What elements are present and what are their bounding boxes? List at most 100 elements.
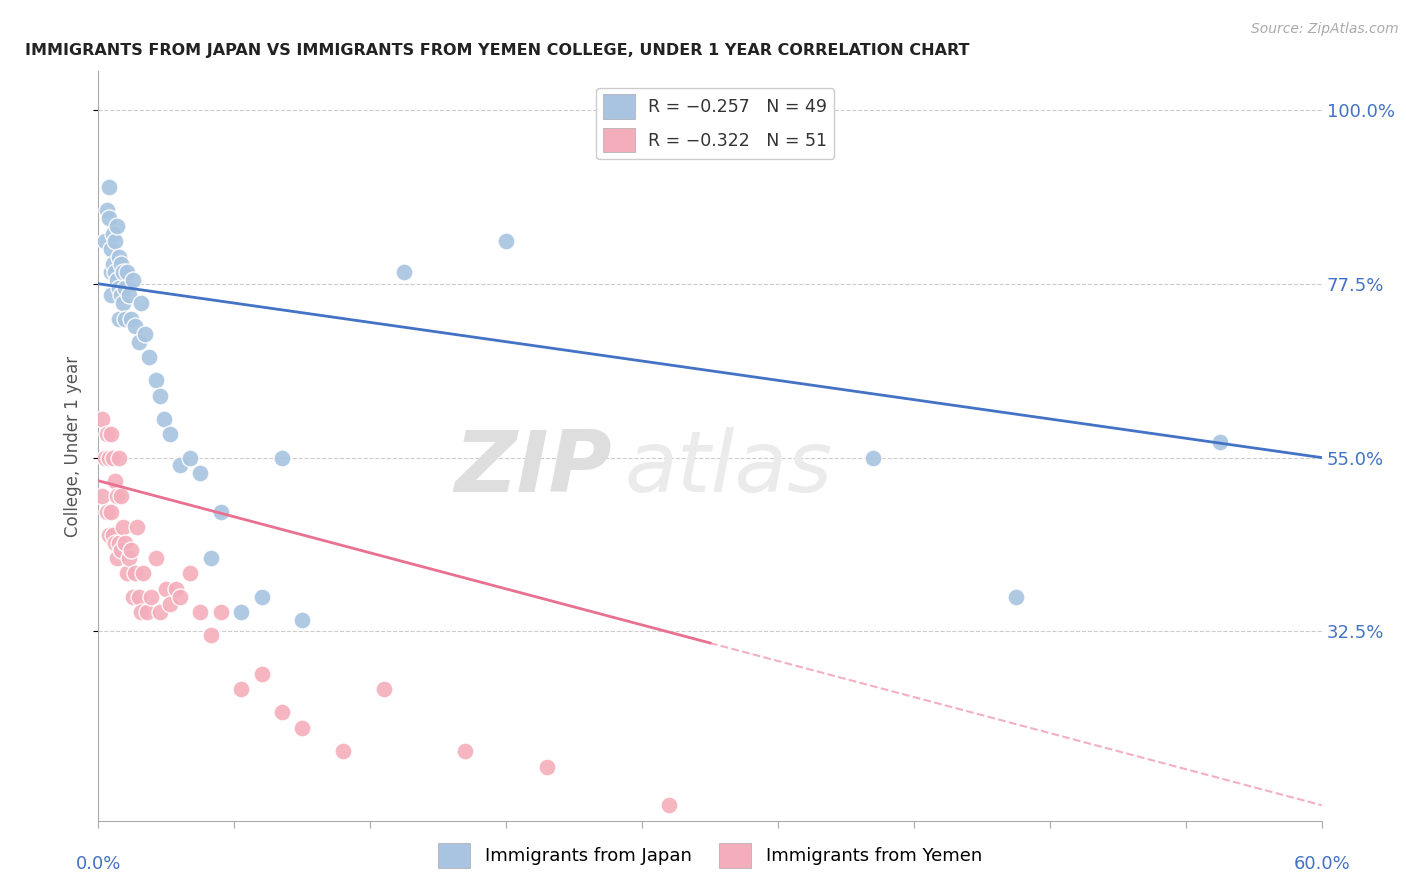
Y-axis label: College, Under 1 year: College, Under 1 year xyxy=(65,355,83,537)
Point xyxy=(332,744,354,758)
Point xyxy=(149,389,172,403)
Point xyxy=(179,450,201,465)
Text: IMMIGRANTS FROM JAPAN VS IMMIGRANTS FROM YEMEN COLLEGE, UNDER 1 YEAR CORRELATION: IMMIGRANTS FROM JAPAN VS IMMIGRANTS FROM… xyxy=(25,43,970,58)
Point xyxy=(114,535,136,549)
Point xyxy=(118,551,141,566)
Point xyxy=(231,605,253,619)
Point xyxy=(114,280,136,294)
Point xyxy=(149,605,172,619)
Point xyxy=(373,682,395,697)
Point xyxy=(93,450,115,465)
Point xyxy=(658,798,681,813)
Text: atlas: atlas xyxy=(624,427,832,510)
Point xyxy=(111,296,134,310)
Point xyxy=(250,590,273,604)
Point xyxy=(96,203,118,218)
Point xyxy=(115,265,138,279)
Point xyxy=(91,489,114,503)
Point xyxy=(118,288,141,302)
Point xyxy=(122,273,145,287)
Point xyxy=(124,566,146,581)
Point xyxy=(536,759,558,773)
Point xyxy=(105,273,128,287)
Point xyxy=(101,450,124,465)
Text: ZIP: ZIP xyxy=(454,427,612,510)
Point xyxy=(91,412,114,426)
Point xyxy=(97,211,120,226)
Point xyxy=(108,535,131,549)
Text: Source: ZipAtlas.com: Source: ZipAtlas.com xyxy=(1251,22,1399,37)
Point xyxy=(100,242,122,256)
Point xyxy=(101,257,124,271)
Point xyxy=(132,566,155,581)
Point xyxy=(155,582,177,596)
Point xyxy=(129,296,152,310)
Point xyxy=(200,551,222,566)
Point xyxy=(159,427,181,442)
Point xyxy=(231,682,253,697)
Point xyxy=(108,250,131,264)
Point xyxy=(96,505,118,519)
Point xyxy=(124,319,146,334)
Point xyxy=(270,450,294,465)
Point xyxy=(122,590,145,604)
Point xyxy=(108,280,131,294)
Point xyxy=(104,474,127,488)
Point xyxy=(179,566,201,581)
Point xyxy=(110,543,132,558)
Point xyxy=(111,265,134,279)
Text: 60.0%: 60.0% xyxy=(1294,855,1350,873)
Point xyxy=(127,520,149,534)
Point xyxy=(1209,435,1232,450)
Point xyxy=(120,543,142,558)
Point xyxy=(100,265,122,279)
Point xyxy=(454,744,477,758)
Point xyxy=(115,566,138,581)
Point xyxy=(200,628,222,642)
Point xyxy=(108,311,131,326)
Point xyxy=(108,450,131,465)
Point xyxy=(97,528,120,542)
Point xyxy=(209,505,232,519)
Point xyxy=(120,311,142,326)
Point xyxy=(862,450,884,465)
Point xyxy=(138,350,160,364)
Point xyxy=(105,219,128,233)
Point xyxy=(128,590,150,604)
Point xyxy=(128,334,150,349)
Point xyxy=(105,551,128,566)
Point xyxy=(250,666,273,681)
Point xyxy=(105,489,128,503)
Point xyxy=(104,265,127,279)
Point xyxy=(104,535,127,549)
Point xyxy=(97,180,120,194)
Point xyxy=(93,235,115,249)
Point xyxy=(1004,590,1026,604)
Point xyxy=(100,288,122,302)
Legend: Immigrants from Japan, Immigrants from Yemen: Immigrants from Japan, Immigrants from Y… xyxy=(430,835,990,875)
Point xyxy=(134,326,156,341)
Point xyxy=(495,235,517,249)
Point xyxy=(104,235,127,249)
Point xyxy=(291,721,314,735)
Point xyxy=(291,613,314,627)
Point xyxy=(110,257,132,271)
Point xyxy=(141,590,163,604)
Point xyxy=(152,412,174,426)
Point xyxy=(96,427,118,442)
Point xyxy=(101,227,124,241)
Point xyxy=(169,458,191,473)
Point xyxy=(101,528,124,542)
Text: 0.0%: 0.0% xyxy=(76,855,121,873)
Point xyxy=(97,450,120,465)
Point xyxy=(111,520,134,534)
Point xyxy=(100,505,122,519)
Point xyxy=(169,590,191,604)
Point xyxy=(145,373,167,387)
Point xyxy=(392,265,416,279)
Point xyxy=(209,605,232,619)
Point xyxy=(136,605,159,619)
Point xyxy=(188,466,212,480)
Point xyxy=(270,706,294,720)
Point xyxy=(159,598,181,612)
